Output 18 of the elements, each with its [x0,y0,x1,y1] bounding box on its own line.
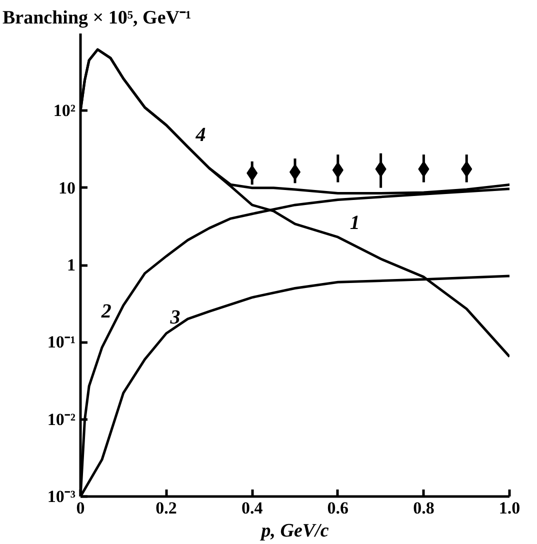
y-axis-title: Branching × 10⁵, GeV⁻¹ [2,8,192,28]
x-tick-label: 0 [76,498,85,518]
x-tick-label: 0.2 [156,498,177,518]
x-tick-label: 0.4 [241,498,264,518]
y-tick-label: 10² [53,101,76,120]
y-tick-label: 1 [67,256,76,274]
series-label: 4 [194,124,206,146]
series-label: 3 [169,306,180,328]
x-tick-label: 0.6 [327,498,349,518]
y-tick-label: 10 [58,178,76,198]
x-tick-label: 0.8 [413,498,434,518]
series-label: 2 [100,300,112,322]
y-tick-label: 10⁻³ [47,487,76,506]
x-axis-title: p, GeV/c [259,520,330,542]
y-tick-label: 10⁻² [47,410,76,429]
series-label: 1 [350,212,360,234]
y-tick-label: 10⁻¹ [47,332,76,352]
x-tick-label: 1.0 [498,498,520,518]
